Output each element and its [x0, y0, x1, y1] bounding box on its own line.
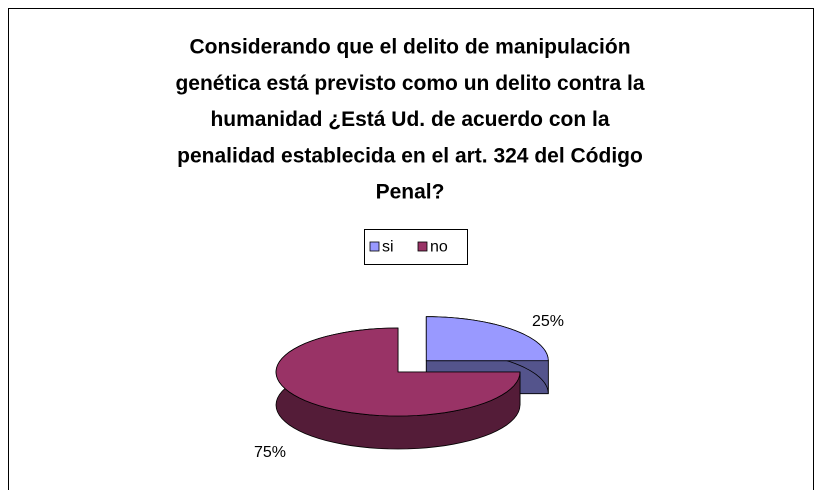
chart-title: genética está previsto como un delito co… [175, 72, 644, 95]
chart-title: Penal? [376, 181, 445, 204]
legend-label: si [382, 239, 394, 256]
data-label: 75% [254, 444, 286, 461]
data-label: 25% [532, 313, 564, 330]
legend-swatch [369, 241, 380, 252]
chart-title: humanidad ¿Está Ud. de acuerdo con la [210, 108, 609, 131]
legend-box [364, 229, 468, 265]
slice-top [275, 327, 521, 417]
pie-slice [275, 327, 521, 450]
chart-title: Considerando que el delito de manipulaci… [189, 36, 630, 59]
legend-label: no [430, 239, 448, 256]
chart-title: penalidad establecida en el art. 324 del… [177, 144, 643, 167]
legend-swatch [417, 241, 428, 252]
slice-top [425, 316, 549, 362]
legend: si no [364, 229, 468, 265]
